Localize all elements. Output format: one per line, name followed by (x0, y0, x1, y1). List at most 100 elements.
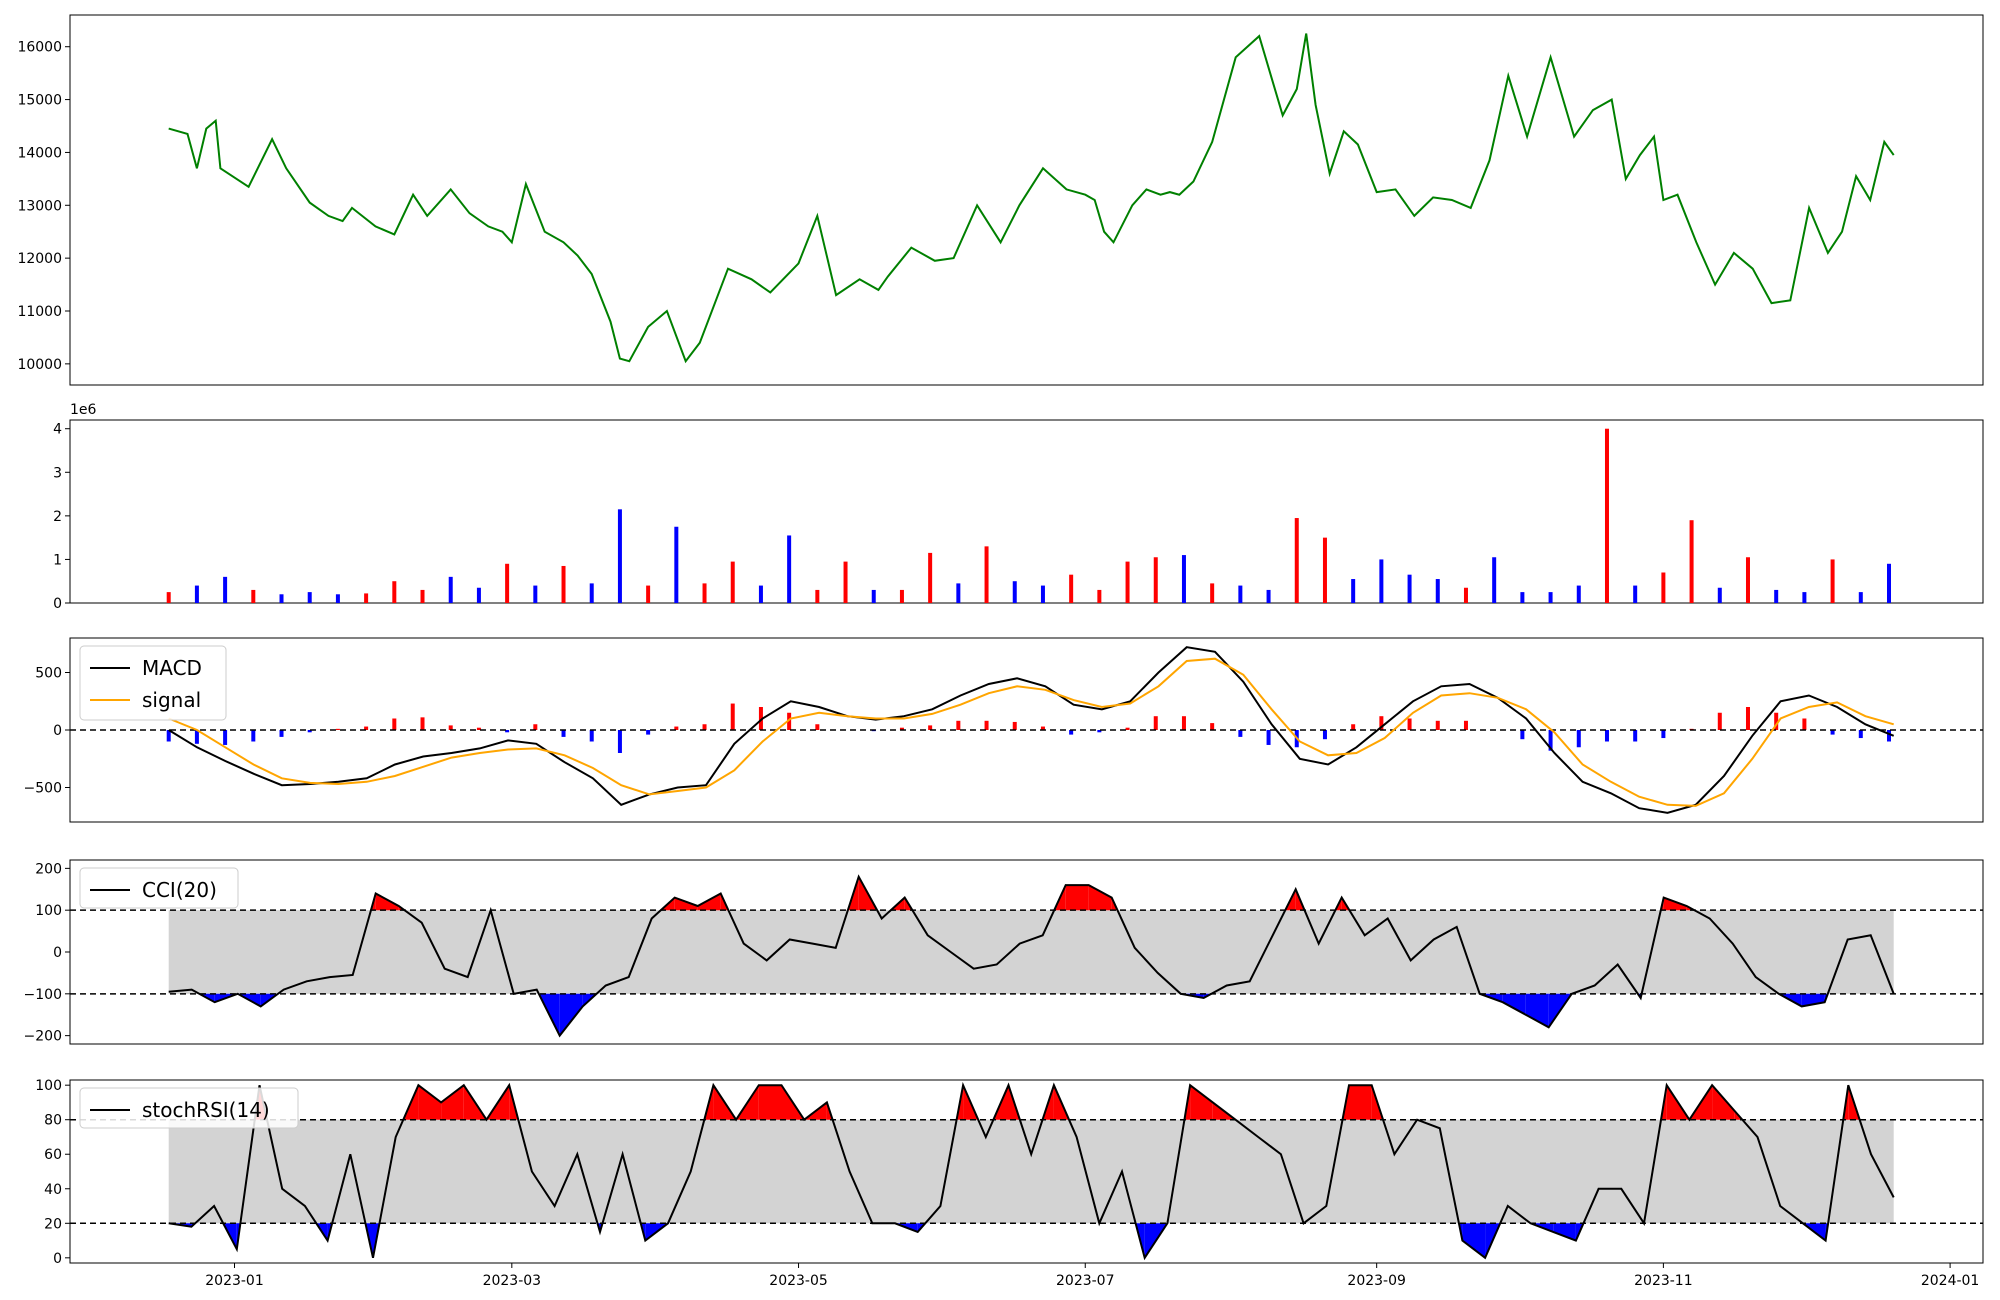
volume-bar (392, 581, 397, 603)
macd-histogram-bar (928, 725, 933, 730)
volume-bar (1548, 592, 1553, 603)
volume-bar (1520, 592, 1525, 603)
volume-bar (871, 589, 876, 603)
cci-oversold-fill (1502, 993, 1526, 1015)
volume-frame (69, 419, 1984, 604)
volume-bar (1181, 555, 1186, 603)
macd-histogram-bar (646, 730, 651, 735)
macd-histogram-bar (1830, 730, 1835, 735)
stochrsi-oversold-fill (1462, 1223, 1486, 1258)
stochrsi-overbought-fill (758, 1085, 782, 1120)
volume-bar (1238, 585, 1243, 603)
macd-y-tick-label: 0 (53, 723, 62, 739)
stochrsi-overbought-fill (1712, 1085, 1735, 1120)
macd-histogram-bar (730, 703, 735, 730)
macd-histogram-bar (1633, 730, 1638, 742)
volume-bar (1661, 572, 1666, 603)
price-panel: 10000 11000 12000 13000 14000 15000 16000 (17, 14, 1984, 386)
x-tick-label: 2023-03 (483, 1273, 542, 1289)
stochrsi-panel: 0 20 40 60 80 100 stochRSI(14) 2023-01 2023-03 20… (35, 1078, 1984, 1289)
volume-bar (251, 589, 256, 603)
macd-histogram-bar (674, 726, 679, 730)
macd-histogram-bar (335, 728, 340, 730)
cci-y-tick-label: 0 (53, 945, 62, 961)
volume-bar (1351, 579, 1356, 603)
volume-bar (674, 526, 679, 603)
signal-line (168, 657, 1894, 807)
volume-bar (1858, 592, 1863, 603)
macd-legend-label: MACD (142, 656, 202, 680)
macd-histogram-bar (1435, 720, 1440, 730)
macd-histogram-bar (787, 712, 792, 730)
x-tick-label: 2023-07 (1056, 1273, 1115, 1289)
macd-histogram-bar (956, 720, 961, 730)
macd-histogram-bar (1181, 716, 1186, 730)
volume-bar (1435, 579, 1440, 603)
stochrsi-y-tick-label: 80 (44, 1113, 62, 1129)
macd-y-tick-label: 500 (35, 666, 62, 682)
macd-histogram-bar (251, 730, 256, 742)
macd-histogram-bar (1040, 726, 1045, 730)
macd-histogram-bar (1097, 730, 1102, 733)
volume-y-tick-label: 2 (53, 509, 62, 525)
macd-histogram-bar (279, 730, 284, 737)
macd-histogram-bar (1210, 723, 1215, 730)
macd-histogram-bar (758, 707, 763, 730)
stochrsi-legend-box (79, 1087, 299, 1129)
volume-bar (589, 583, 594, 603)
volume-bar (1153, 557, 1158, 603)
stochrsi-y-tick-label: 0 (53, 1251, 62, 1267)
volume-bar (166, 592, 171, 603)
macd-histogram-bar (1379, 716, 1384, 730)
volume-bar (505, 563, 510, 603)
price-y-tick-label: 11000 (17, 304, 62, 320)
macd-histogram-bar (1858, 730, 1863, 739)
stochrsi-y-tick-label: 60 (44, 1147, 62, 1163)
volume-bar (843, 561, 848, 603)
cci-y-tick-label: −100 (24, 987, 62, 1003)
macd-histogram-bar (589, 730, 594, 742)
macd-histogram-bar (420, 717, 425, 730)
volume-bar (448, 576, 453, 603)
volume-bar (476, 587, 481, 603)
volume-bar (1604, 428, 1609, 603)
macd-histogram-bar (1069, 730, 1074, 735)
macd-histogram-bar (364, 726, 369, 730)
volume-bar (1633, 585, 1638, 603)
macd-histogram-bar (1548, 730, 1553, 751)
price-line (168, 33, 1895, 364)
volume-bar (1266, 589, 1271, 603)
cci-y-tick-label: −200 (24, 1029, 62, 1045)
macd-histogram-bar (1745, 707, 1750, 730)
stochrsi-y-tick-label: 40 (44, 1182, 62, 1198)
stochrsi-overbought-fill (418, 1085, 442, 1120)
macd-panel: −500 0 500 MACD signal (24, 637, 1984, 823)
price-y-tick-label: 10000 (17, 357, 62, 373)
volume-bar (1830, 559, 1835, 603)
volume-bar (223, 576, 228, 603)
volume-y-tick-label: 1 (53, 552, 62, 568)
price-y-tick-label: 14000 (17, 145, 62, 161)
macd-histogram-bar (1802, 718, 1807, 730)
volume-bar (617, 509, 622, 603)
cci-line (168, 874, 1895, 1038)
volume-bar (561, 565, 566, 603)
volume-bar (899, 589, 904, 603)
volume-bar (1745, 557, 1750, 603)
stochrsi-band (168, 1119, 1894, 1224)
volume-bar (984, 546, 989, 603)
stochrsi-overbought-fill (1349, 1085, 1372, 1120)
stochrsi-frame (69, 1079, 1984, 1264)
volume-y-tick-label: 4 (53, 422, 62, 438)
macd-histogram-bar (899, 727, 904, 730)
macd-histogram-bar (702, 724, 707, 730)
cci-y-tick-label: 200 (35, 861, 62, 877)
volume-panel: 0 1 2 3 4 1e6 (53, 402, 1984, 612)
volume-bar (1886, 563, 1891, 603)
cci-overbought-fill (1065, 885, 1089, 911)
macd-histogram-bar (392, 718, 397, 730)
volume-bar (928, 552, 933, 603)
x-tick-label: 2023-09 (1347, 1273, 1406, 1289)
volume-bar (646, 585, 651, 603)
macd-histogram-bar (815, 724, 820, 730)
